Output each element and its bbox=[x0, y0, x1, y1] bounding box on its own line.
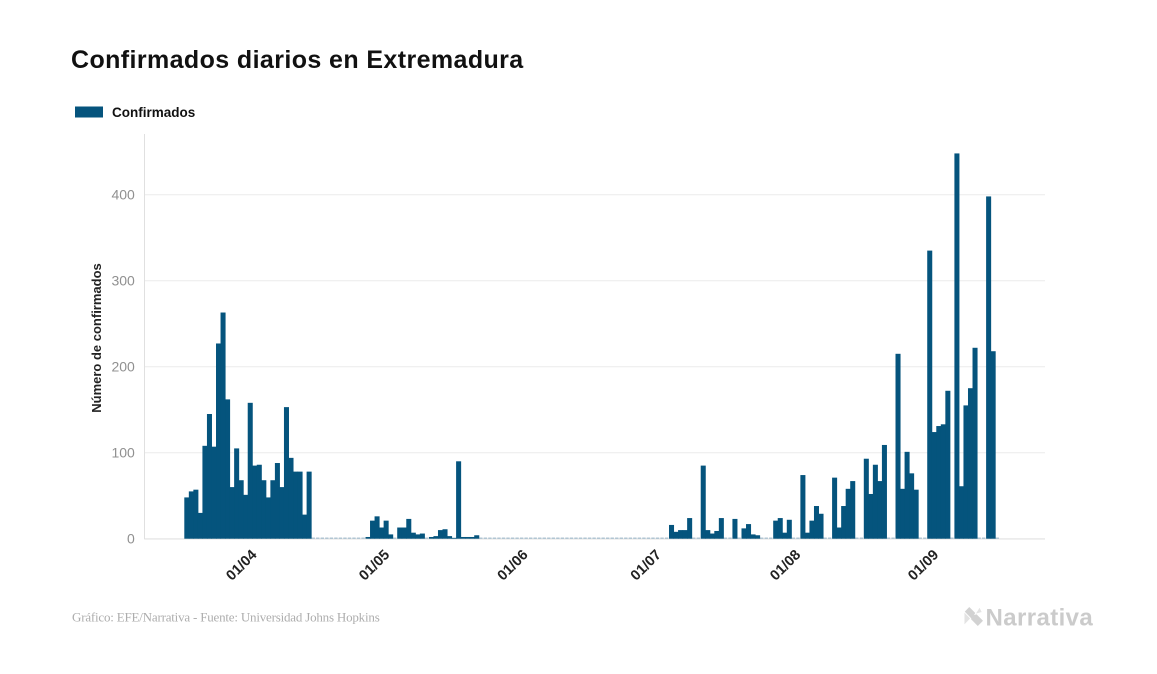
svg-text:400: 400 bbox=[111, 187, 135, 203]
svg-text:Gráfico: EFE/Narrativa - Fuent: Gráfico: EFE/Narrativa - Fuente: Univers… bbox=[72, 610, 380, 625]
svg-text:200: 200 bbox=[111, 359, 135, 375]
svg-text:0: 0 bbox=[127, 531, 135, 547]
svg-text:100: 100 bbox=[111, 445, 135, 461]
svg-text:Confirmados diarios en Extrema: Confirmados diarios en Extremadura bbox=[71, 46, 524, 74]
svg-text:300: 300 bbox=[111, 273, 135, 289]
svg-text:Narrativa: Narrativa bbox=[986, 605, 1094, 632]
svg-text:Número de confirmados: Número de confirmados bbox=[89, 263, 104, 413]
svg-text:Confirmados: Confirmados bbox=[112, 105, 195, 120]
